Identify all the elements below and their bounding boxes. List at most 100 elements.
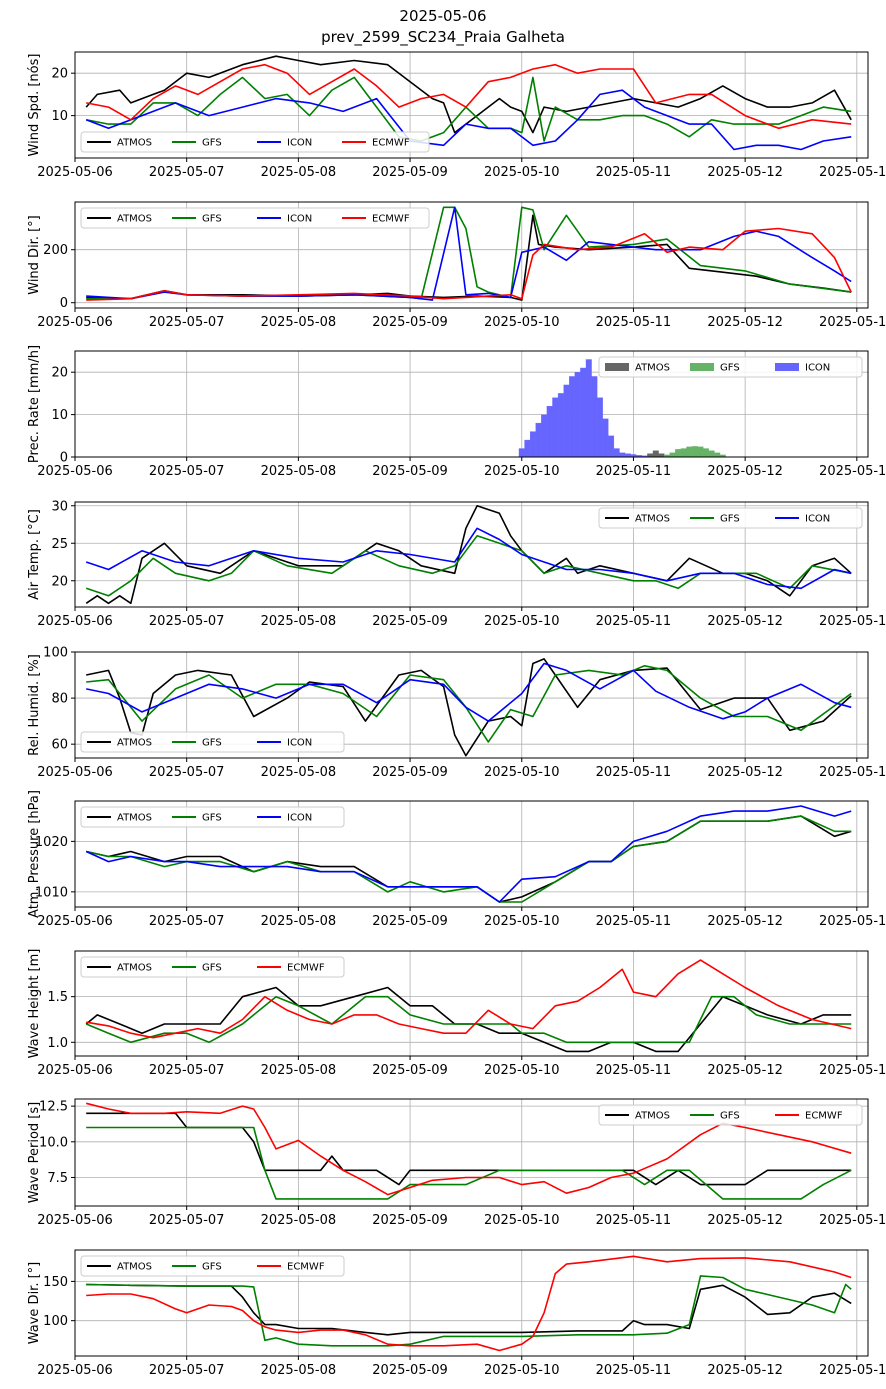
legend-label-atmos: ATMOS — [117, 963, 152, 974]
x-tick-label: 2025-05-07 — [149, 914, 225, 929]
series-line-ecmwf — [86, 959, 852, 1039]
axes-frame — [74, 201, 869, 309]
bar-atmos — [647, 453, 654, 457]
y-tick-label: 60 — [51, 738, 68, 753]
x-tick-label: 2025-05-11 — [596, 315, 672, 330]
x-tick-label: 2025-05-10 — [484, 1363, 560, 1378]
x-tick-label: 2025-05-10 — [484, 914, 560, 929]
y-axis-label: Prec. Rate [mm/h] — [27, 345, 42, 463]
legend-swatch-gfs — [690, 363, 714, 371]
legend-label-gfs: GFS — [202, 138, 222, 149]
y-tick-label: 25 — [51, 537, 68, 552]
y-tick-label: 30 — [51, 499, 68, 514]
x-tick-label: 2025-05-12 — [707, 464, 783, 479]
series-line-atmos — [86, 658, 852, 757]
legend: ATMOS GFS ICON ECMWF — [80, 207, 430, 229]
x-tick-label: 2025-05-06 — [37, 914, 113, 929]
y-tick-label: 1020 — [35, 835, 68, 850]
legend-box — [598, 1104, 863, 1126]
axes-frame — [74, 950, 869, 1057]
series-line-atmos — [86, 815, 852, 903]
legend-label-icon: ICON — [287, 138, 312, 149]
x-tick-label: 2025-05-11 — [596, 464, 672, 479]
legend-label-atmos: ATMOS — [635, 1111, 670, 1122]
x-tick-label: 2025-05-13 — [819, 315, 886, 330]
axes-frame — [74, 51, 869, 159]
y-axis-label: Wave Dir. [°] — [27, 1262, 42, 1345]
bar-icon — [535, 422, 542, 457]
x-tick-label: 2025-05-06 — [37, 464, 113, 479]
legend-label-icon: ICON — [287, 214, 312, 225]
panel-wave_dir: 2025-05-06 2025-05-07 2025-05-08 2025-05-09… — [27, 1249, 886, 1378]
figure-title: 2025-05-06 — [399, 7, 487, 25]
figure-subtitle: prev_2599_SC234_Praia Galheta — [321, 28, 565, 46]
legend: ATMOS GFS ICON ECMWF — [80, 131, 430, 153]
bar-icon — [518, 448, 525, 457]
y-tick-label: 100 — [43, 1314, 68, 1329]
x-tick-label: 2025-05-07 — [149, 315, 225, 330]
legend-label-gfs: GFS — [202, 813, 222, 824]
y-tick-label: 100 — [43, 646, 68, 661]
series-group — [86, 1102, 852, 1200]
bar-icon — [597, 397, 603, 457]
bar-gfs — [697, 446, 704, 457]
legend-label-atmos: ATMOS — [117, 1262, 152, 1273]
x-tick-label: 2025-05-09 — [372, 1063, 448, 1078]
legend-label-atmos: ATMOS — [117, 813, 152, 824]
x-tick-label: 2025-05-12 — [707, 315, 783, 330]
legend: ATMOS GFS ICON — [80, 731, 345, 753]
x-tick-label: 2025-05-10 — [484, 1063, 560, 1078]
x-tick-label: 2025-05-06 — [37, 315, 113, 330]
series-group — [518, 359, 726, 457]
panel-rel_humid: 2025-05-06 2025-05-07 2025-05-08 2025-05-09… — [27, 646, 886, 781]
legend: ATMOS GFS ECMWF — [80, 956, 345, 978]
legend: ATMOS GFS ICON — [598, 507, 863, 529]
y-tick-label: 12.5 — [39, 1100, 68, 1115]
bar-icon — [552, 397, 559, 457]
x-tick-label: 2025-05-12 — [707, 914, 783, 929]
x-tick-label: 2025-05-12 — [707, 614, 783, 629]
x-tick-label: 2025-05-12 — [707, 1063, 783, 1078]
legend-box — [598, 356, 863, 378]
x-tick-label: 2025-05-10 — [484, 614, 560, 629]
legend-label-atmos: ATMOS — [117, 738, 152, 749]
x-tick-label: 2025-05-10 — [484, 765, 560, 780]
bar-icon — [608, 435, 615, 457]
y-axis-label: Wave Height [m] — [27, 949, 42, 1059]
series-group — [86, 658, 852, 757]
legend-box — [80, 731, 345, 753]
bar-atmos — [652, 450, 659, 457]
series-line-ecmwf — [86, 1255, 852, 1352]
y-axis-label: Rel. Humid. [%] — [27, 654, 42, 756]
legend-label-atmos: ATMOS — [635, 514, 670, 525]
series-group — [85, 505, 852, 605]
x-tick-label: 2025-05-07 — [149, 614, 225, 629]
bar-icon — [580, 367, 587, 457]
legend-label-atmos: ATMOS — [117, 214, 152, 225]
legend-box — [598, 507, 863, 529]
legend-label-gfs: GFS — [720, 1111, 740, 1122]
x-tick-label: 2025-05-06 — [37, 614, 113, 629]
y-tick-label: 150 — [43, 1275, 68, 1290]
x-tick-label: 2025-05-11 — [596, 165, 672, 180]
x-tick-label: 2025-05-06 — [37, 1363, 113, 1378]
legend-swatch-icon — [775, 363, 799, 371]
panel-air_temp: 2025-05-06 2025-05-07 2025-05-08 2025-05-09… — [27, 499, 886, 629]
series-group — [85, 805, 852, 903]
x-tick-label: 2025-05-07 — [149, 464, 225, 479]
x-tick-label: 2025-05-06 — [37, 1063, 113, 1078]
series-line-gfs — [86, 815, 852, 903]
panel-atm_pressure: 2025-05-06 2025-05-07 2025-05-08 2025-05-09… — [27, 790, 886, 929]
legend-label-ecmwf: ECMWF — [287, 1262, 325, 1273]
series-line-gfs — [86, 665, 852, 743]
series-line-icon — [85, 89, 852, 151]
bar-icon — [602, 418, 609, 457]
legend-label-icon: ICON — [287, 738, 312, 749]
legend-label-atmos: ATMOS — [635, 363, 670, 374]
y-axis-label: Air Temp. [°C] — [27, 509, 42, 600]
series-line-atmos — [86, 1283, 852, 1336]
legend-box — [80, 806, 345, 828]
axes-frame — [74, 501, 869, 608]
x-tick-label: 2025-05-13 — [819, 1213, 886, 1228]
